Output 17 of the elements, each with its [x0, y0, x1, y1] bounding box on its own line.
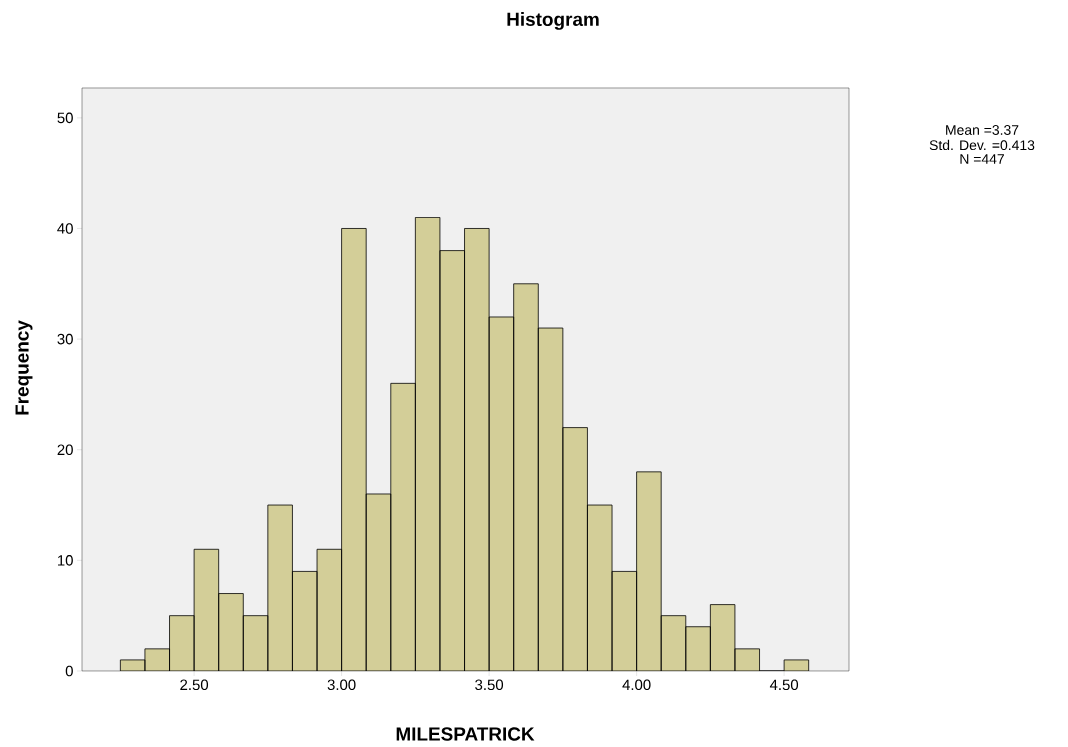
x-tick-label: 4.00 — [622, 679, 651, 691]
x-axis-title: MILESPATRICK — [396, 727, 535, 741]
y-tick-label: 40 — [57, 223, 73, 234]
x-tick-label: 3.00 — [327, 679, 356, 691]
y-tick-label: 50 — [57, 112, 73, 124]
y-tick-label: 30 — [57, 333, 73, 345]
y-tick-label: 10 — [58, 555, 73, 566]
y-axis-title: Frequency — [15, 320, 33, 415]
x-tick-label: 2.50 — [180, 679, 209, 691]
text: Mean =3.37 — [946, 125, 1019, 135]
x-tick-label: 3.50 — [475, 679, 504, 691]
chart-title: Histogram — [507, 12, 599, 30]
y-tick-label: 20 — [57, 444, 73, 456]
x-tick-label: 4.50 — [769, 679, 799, 691]
text: N =447 — [960, 154, 1004, 164]
y-tick-label: 0 — [65, 665, 73, 677]
text: Std. Dev. =0.413 — [929, 139, 1035, 151]
